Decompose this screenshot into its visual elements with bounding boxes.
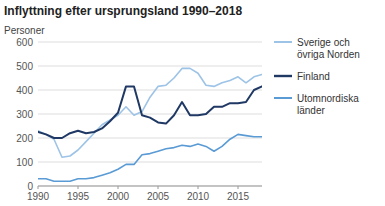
x-axis-line	[38, 186, 262, 187]
legend-label: Utomnordiskaländer	[297, 93, 359, 116]
legend-swatch	[274, 97, 292, 99]
grid-line	[38, 42, 262, 43]
legend-swatch	[274, 41, 292, 43]
grid	[38, 42, 262, 186]
y-tick-label: 600	[16, 37, 33, 48]
grid-line	[38, 90, 262, 91]
y-tick-label: 400	[16, 85, 33, 96]
y-tick-label: 300	[16, 109, 33, 120]
y-axis-label: Personer	[4, 25, 45, 36]
legend-swatch	[274, 75, 292, 77]
x-tick	[238, 186, 239, 189]
title: Inflyttning efter ursprungsland 1990–201…	[4, 4, 242, 18]
legend: Sverige ochövriga Norden Finland Utomnordi…	[274, 37, 360, 116]
x-tick-label: 2015	[227, 191, 250, 202]
legend-label-line: Sverige och	[297, 37, 350, 48]
x-tick	[158, 186, 159, 189]
x-tick-label: 1990	[27, 191, 50, 202]
x-tick-label: 2000	[107, 191, 130, 202]
series-line	[38, 134, 262, 181]
series-line	[38, 86, 262, 138]
y-tick-label: 0	[27, 181, 33, 192]
x-tick	[78, 186, 79, 189]
x-tick-label: 2005	[147, 191, 170, 202]
legend-label-line: länder	[297, 105, 325, 116]
grid-line	[38, 186, 262, 187]
legend-label-line: övriga Norden	[297, 49, 360, 60]
y-tick-label: 200	[16, 133, 33, 144]
series-line	[38, 68, 262, 157]
grid-line	[38, 114, 262, 115]
x-tick	[118, 186, 119, 189]
grid-line	[38, 138, 262, 139]
grid-line	[38, 66, 262, 67]
x-tick-label: 2010	[187, 191, 210, 202]
chart: Inflyttning efter ursprungsland 1990–201…	[0, 0, 385, 206]
x-tick	[38, 186, 39, 189]
y-tick-label: 500	[16, 61, 33, 72]
x-tick	[198, 186, 199, 189]
grid-line	[38, 162, 262, 163]
legend-label-line: Finland	[297, 71, 330, 82]
x-tick-label: 1995	[67, 191, 90, 202]
y-tick-label: 100	[16, 157, 33, 168]
legend-label-line: Utomnordiska	[297, 93, 359, 104]
legend-label: Finland	[297, 71, 330, 82]
lines	[38, 68, 262, 181]
legend-label: Sverige ochövriga Norden	[297, 37, 360, 60]
